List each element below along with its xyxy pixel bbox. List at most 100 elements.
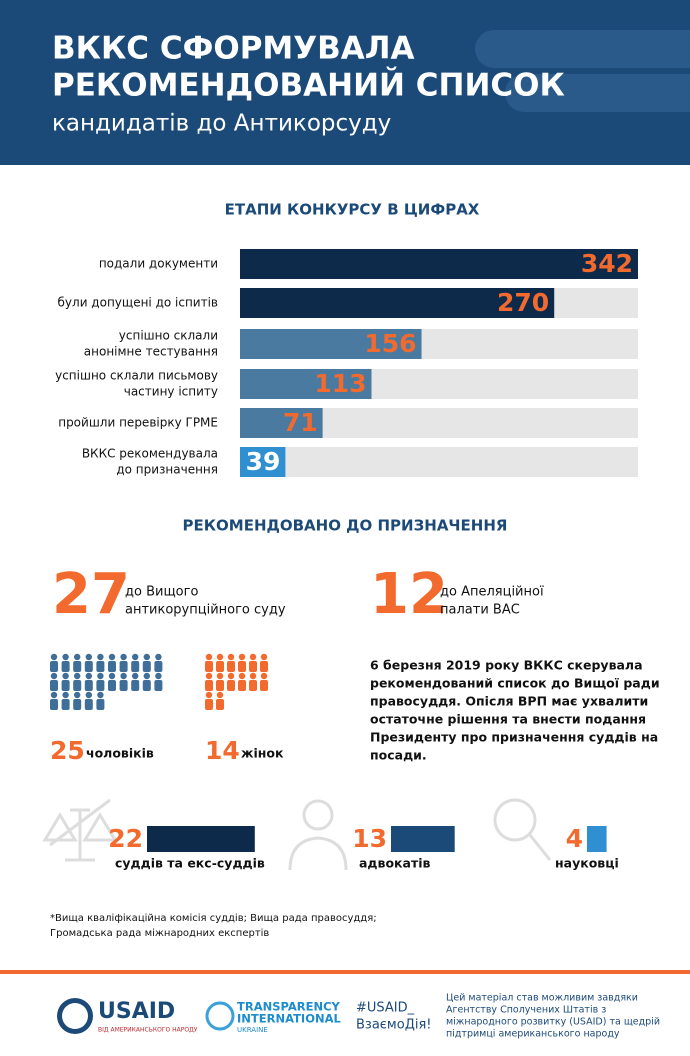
bar-label: до призначення xyxy=(116,463,218,477)
person-head xyxy=(205,653,213,661)
hashtag: ВзаємоДія! xyxy=(356,1018,432,1033)
person-head xyxy=(216,672,224,680)
person-head xyxy=(74,672,81,680)
person-body xyxy=(249,680,257,691)
person-head xyxy=(85,691,93,699)
person-head xyxy=(62,691,69,699)
person-head xyxy=(227,672,235,680)
person-body xyxy=(108,661,116,672)
person-body xyxy=(108,680,116,691)
person-head xyxy=(108,672,116,680)
prof-count: 13 xyxy=(352,824,387,853)
note: остаточне рішення та внести подання xyxy=(370,712,646,727)
person-head xyxy=(120,672,127,680)
bar-label: були допущені до іспитів xyxy=(58,296,218,310)
court-label: до Апеляційної xyxy=(440,585,544,600)
person-body xyxy=(96,661,105,672)
bar-label: частину іспиту xyxy=(124,385,218,399)
person-body xyxy=(96,680,105,691)
bar-track xyxy=(240,447,638,477)
bar-value: 270 xyxy=(497,288,549,317)
subtitle: кандидатів до Антикорсуду xyxy=(52,111,391,137)
header-decor xyxy=(475,30,690,68)
hashtag: #USAID_ xyxy=(356,1001,415,1016)
person-body xyxy=(61,661,70,672)
person-body xyxy=(142,661,151,672)
person-head xyxy=(260,653,268,661)
prof-bar xyxy=(587,826,607,852)
section-title: ЕТАПИ КОНКУРСУ В ЦИФРАХ xyxy=(225,201,480,219)
person-body xyxy=(73,680,82,691)
person-body xyxy=(131,680,140,691)
bar-value: 156 xyxy=(364,329,416,358)
ti-logo: INTERNATIONAL xyxy=(237,1012,342,1026)
header-decor xyxy=(505,74,690,112)
bar-label: успішно склали xyxy=(119,329,218,343)
prof-bar xyxy=(147,826,255,852)
person-body xyxy=(142,680,151,691)
person-head xyxy=(62,672,69,680)
ti-logo: TRANSPARENCY xyxy=(237,1000,341,1014)
disclaimer: підтримці американського народу xyxy=(446,1029,620,1040)
bar xyxy=(240,288,555,318)
person-body xyxy=(50,680,58,691)
bar-label: ВККС рекомендувала xyxy=(82,447,218,461)
note: 6 березня 2019 року ВККС скерувала xyxy=(370,658,643,673)
person-head xyxy=(216,653,224,661)
person-body xyxy=(249,661,257,672)
prof-count: 4 xyxy=(566,824,583,853)
bar-label: анонімне тестування xyxy=(84,345,218,359)
bar-label: успішно склали письмову xyxy=(55,369,218,383)
gender-count: 14 xyxy=(205,736,240,765)
person-head xyxy=(97,672,104,680)
person-head xyxy=(260,672,268,680)
person-head xyxy=(155,653,162,661)
disclaimer: Цей матеріал став можливим завдяки xyxy=(446,993,638,1004)
gender-count: 25 xyxy=(50,736,85,765)
person-head xyxy=(97,691,104,699)
prof-label: адвокатів xyxy=(359,856,430,871)
person-body xyxy=(227,661,235,672)
bar-label: подали документи xyxy=(99,257,218,271)
title: РЕКОМЕНДОВАНИЙ СПИСОК xyxy=(52,68,565,104)
court-label: до Вищого xyxy=(125,585,198,600)
person-body xyxy=(260,661,268,672)
person-head xyxy=(97,653,104,661)
person-head xyxy=(155,672,162,680)
person-head xyxy=(238,672,246,680)
person-body xyxy=(216,661,224,672)
note: рекомендований список до Вищої ради xyxy=(370,676,660,691)
bar xyxy=(240,249,638,279)
prof-label: науковці xyxy=(555,856,619,871)
person-body xyxy=(205,661,213,672)
person-body xyxy=(119,661,128,672)
bar-value: 113 xyxy=(314,369,366,398)
bar-value: 342 xyxy=(581,249,633,278)
person-head xyxy=(120,653,127,661)
footnote: *Вища кваліфікаційна комісія суддів; Вищ… xyxy=(50,912,377,924)
person-head xyxy=(143,672,150,680)
person-head xyxy=(85,672,93,680)
person-head xyxy=(205,691,213,699)
person-head xyxy=(143,653,150,661)
person-body xyxy=(119,680,128,691)
icons xyxy=(42,798,552,871)
person-body xyxy=(216,699,224,710)
divider xyxy=(0,970,690,974)
ti-sub: UKRAINE xyxy=(237,1026,268,1034)
person-body xyxy=(84,661,93,672)
person-body xyxy=(154,680,163,691)
person-head xyxy=(238,653,246,661)
person-body xyxy=(154,661,163,672)
disclaimer: Агентству Сполучених Штатів з xyxy=(446,1005,606,1016)
person-body xyxy=(61,699,70,710)
person-body xyxy=(50,661,58,672)
person-body xyxy=(84,680,93,691)
note: Президенту про призначення суддів на xyxy=(370,730,658,745)
person-head xyxy=(74,691,81,699)
person-head xyxy=(132,653,139,661)
person-body xyxy=(205,680,213,691)
bar xyxy=(240,447,286,477)
person-head xyxy=(85,653,93,661)
prof-bar xyxy=(391,826,455,852)
